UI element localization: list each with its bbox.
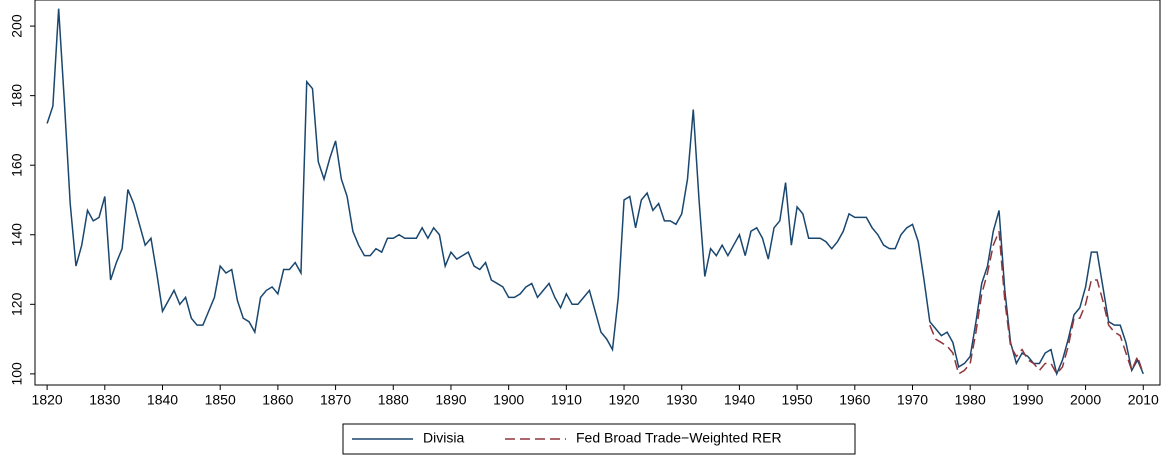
series-line	[46, 8, 1144, 377]
x-tick-label: 1990	[1012, 392, 1043, 408]
x-tick-label: 1890	[435, 392, 466, 408]
x-tick-label: 1910	[551, 392, 582, 408]
x-tick-label: 2000	[1070, 392, 1101, 408]
x-tick-label: 1820	[32, 392, 63, 408]
x-tick-label: 1850	[205, 392, 236, 408]
y-tick-label: 140	[9, 223, 25, 247]
plot-frame	[34, 0, 1161, 386]
legend: Divisia Fed Broad Trade−Weighted RER	[342, 423, 856, 455]
x-tick-label: 1870	[320, 392, 351, 408]
y-tick-label: 200	[9, 14, 25, 38]
x-tick-label: 1960	[839, 392, 870, 408]
y-tick-label: 120	[9, 292, 25, 316]
x-tick-label: 1930	[666, 392, 697, 408]
x-tick-label: 2010	[1128, 392, 1159, 408]
x-tick-label: 1830	[89, 392, 120, 408]
x-tick-label: 1980	[955, 392, 986, 408]
x-tick-label: 1860	[262, 392, 293, 408]
y-tick-label: 160	[9, 153, 25, 177]
legend-label: Fed Broad Trade−Weighted RER	[576, 430, 782, 446]
x-tick-label: 1950	[782, 392, 813, 408]
series-line	[929, 230, 1144, 376]
x-tick-label: 1920	[608, 392, 639, 408]
legend-label: Divisia	[423, 430, 464, 446]
x-tick-label: 1940	[724, 392, 755, 408]
x-tick-label: 1840	[147, 392, 178, 408]
x-tick-label: 1900	[493, 392, 524, 408]
x-tick-label: 1880	[378, 392, 409, 408]
y-tick-label: 180	[9, 84, 25, 108]
x-tick-label: 1970	[897, 392, 928, 408]
legend-box	[342, 423, 856, 455]
y-tick-label: 100	[9, 362, 25, 386]
